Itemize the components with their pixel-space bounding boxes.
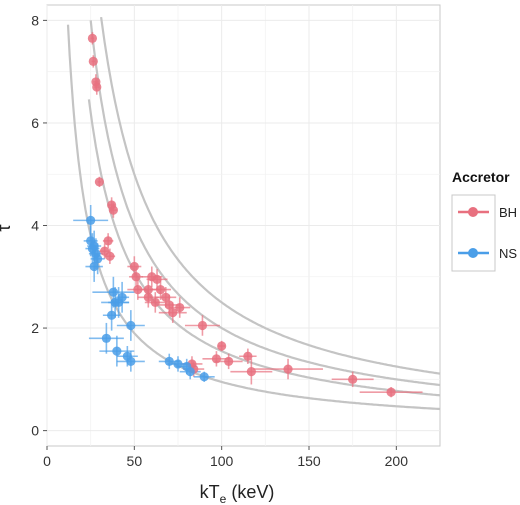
- point-ns: [112, 346, 122, 356]
- point-bh: [224, 356, 234, 366]
- point-bh: [197, 320, 208, 331]
- x-tick-label: 200: [385, 453, 409, 469]
- point-bh: [161, 292, 171, 302]
- point-bh: [243, 351, 253, 361]
- y-tick-label: 6: [31, 115, 39, 131]
- point-ns: [101, 333, 111, 343]
- legend-entry-ns: NS: [458, 246, 517, 261]
- point-ns: [126, 356, 136, 366]
- point-bh: [283, 364, 293, 374]
- point-ns: [126, 320, 136, 331]
- point-bh: [348, 374, 358, 384]
- point-bh: [217, 341, 227, 351]
- point-bh: [150, 297, 160, 308]
- point-bh: [108, 205, 118, 215]
- point-bh: [105, 251, 115, 261]
- y-tick-label: 4: [31, 218, 39, 234]
- point-bh: [164, 300, 174, 310]
- y-axis-title: τ: [0, 224, 14, 231]
- y-tick-label: 8: [31, 12, 39, 28]
- reference-curve: [89, 20, 441, 387]
- point-bh: [211, 354, 222, 364]
- point-bh: [246, 367, 256, 377]
- legend-box: [451, 194, 496, 272]
- point-ns: [93, 254, 103, 264]
- point-bh: [92, 82, 102, 92]
- point-ns: [164, 356, 174, 366]
- x-tick-label: 50: [127, 453, 143, 469]
- point-ns: [114, 297, 124, 308]
- y-tick-label: 2: [31, 320, 39, 336]
- point-ns: [173, 359, 183, 369]
- legend-label-bh: BH: [499, 205, 517, 220]
- reference-curve: [100, 16, 441, 375]
- point-ns: [89, 241, 99, 251]
- legend-point-ns: [468, 248, 478, 258]
- y-axis-ticks: 0 2 4 6 8: [31, 12, 47, 439]
- point-bh: [175, 302, 185, 313]
- point-bh: [143, 292, 153, 302]
- point-bh: [168, 308, 178, 318]
- x-tick-label: 150: [297, 453, 321, 469]
- x-tick-label: 0: [43, 453, 51, 469]
- point-bh: [133, 284, 143, 295]
- point-bh: [129, 261, 139, 272]
- legend-title: Accretor: [452, 169, 510, 185]
- point-bh: [143, 284, 153, 295]
- point-bh: [87, 33, 98, 43]
- point-ns: [185, 367, 195, 377]
- legend-entry-bh: BH: [458, 205, 517, 220]
- point-ns: [89, 261, 99, 272]
- point-bh: [94, 177, 104, 187]
- point-ns: [108, 287, 118, 297]
- point-ns: [86, 215, 96, 225]
- point-bh: [386, 387, 396, 397]
- point-bh: [88, 56, 98, 67]
- x-tick-label: 100: [210, 453, 234, 469]
- y-tick-label: 0: [31, 423, 39, 439]
- point-bh: [152, 274, 162, 284]
- legend-label-ns: NS: [499, 246, 517, 261]
- x-axis-ticks: 0 50 100 150 200: [43, 446, 408, 469]
- point-bh: [103, 236, 113, 246]
- point-bh: [131, 272, 141, 282]
- x-axis-title: kTe (keV): [200, 482, 275, 505]
- data-points: [86, 33, 396, 397]
- legend-point-bh: [468, 207, 478, 217]
- point-ns: [107, 310, 117, 320]
- point-ns: [199, 372, 209, 382]
- legend: Accretor BH NS: [451, 169, 517, 272]
- point-bh: [155, 284, 166, 295]
